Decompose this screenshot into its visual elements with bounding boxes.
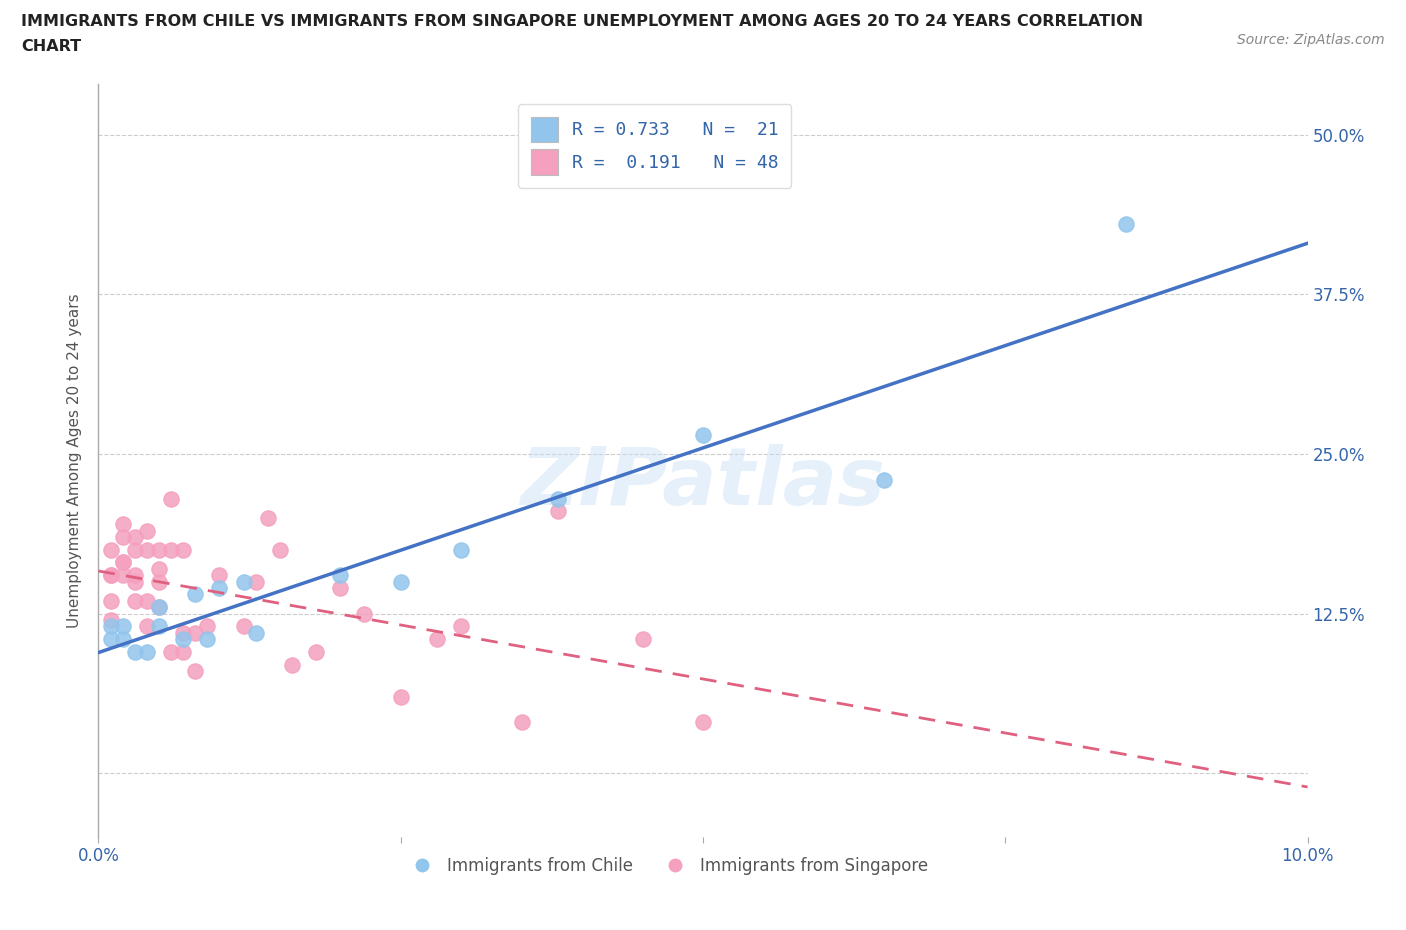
Point bbox=[208, 580, 231, 595]
Point bbox=[124, 593, 146, 608]
Point bbox=[100, 568, 122, 583]
Point bbox=[111, 618, 134, 633]
Point bbox=[510, 714, 533, 729]
Text: Source: ZipAtlas.com: Source: ZipAtlas.com bbox=[1237, 33, 1385, 46]
Point bbox=[160, 491, 183, 506]
Point bbox=[111, 631, 134, 646]
Point bbox=[256, 511, 278, 525]
Point bbox=[692, 714, 714, 729]
Point bbox=[232, 618, 254, 633]
Point bbox=[184, 625, 207, 640]
Point bbox=[281, 658, 304, 672]
Point bbox=[450, 542, 472, 557]
Point bbox=[450, 618, 472, 633]
Point bbox=[160, 644, 183, 659]
Text: CHART: CHART bbox=[21, 39, 82, 54]
Point bbox=[100, 542, 122, 557]
Point bbox=[124, 529, 146, 544]
Point bbox=[208, 568, 231, 583]
Point bbox=[631, 631, 654, 646]
Point bbox=[135, 618, 157, 633]
Point bbox=[124, 644, 146, 659]
Point bbox=[353, 606, 375, 621]
Y-axis label: Unemployment Among Ages 20 to 24 years: Unemployment Among Ages 20 to 24 years bbox=[67, 293, 83, 628]
Point bbox=[329, 568, 352, 583]
Point bbox=[547, 504, 569, 519]
Legend: Immigrants from Chile, Immigrants from Singapore: Immigrants from Chile, Immigrants from S… bbox=[399, 850, 935, 882]
Point bbox=[100, 631, 122, 646]
Point bbox=[195, 631, 218, 646]
Point bbox=[111, 529, 134, 544]
Point bbox=[232, 574, 254, 589]
Point bbox=[135, 593, 157, 608]
Text: IMMIGRANTS FROM CHILE VS IMMIGRANTS FROM SINGAPORE UNEMPLOYMENT AMONG AGES 20 TO: IMMIGRANTS FROM CHILE VS IMMIGRANTS FROM… bbox=[21, 14, 1143, 29]
Point bbox=[100, 568, 122, 583]
Point bbox=[245, 625, 267, 640]
Point bbox=[111, 555, 134, 570]
Point bbox=[124, 568, 146, 583]
Point bbox=[1115, 217, 1137, 232]
Point bbox=[389, 574, 412, 589]
Point bbox=[184, 587, 207, 602]
Point bbox=[547, 491, 569, 506]
Point bbox=[111, 555, 134, 570]
Point bbox=[426, 631, 449, 646]
Point bbox=[172, 644, 194, 659]
Point bbox=[172, 631, 194, 646]
Text: ZIPatlas: ZIPatlas bbox=[520, 444, 886, 522]
Point bbox=[269, 542, 291, 557]
Point bbox=[124, 542, 146, 557]
Point bbox=[111, 517, 134, 532]
Point bbox=[184, 664, 207, 679]
Point bbox=[100, 618, 122, 633]
Point bbox=[692, 428, 714, 443]
Point bbox=[111, 568, 134, 583]
Point bbox=[135, 524, 157, 538]
Point bbox=[148, 562, 170, 577]
Point bbox=[100, 613, 122, 628]
Point bbox=[195, 618, 218, 633]
Point bbox=[389, 689, 412, 704]
Point bbox=[148, 600, 170, 615]
Point bbox=[148, 600, 170, 615]
Point bbox=[148, 542, 170, 557]
Point bbox=[172, 542, 194, 557]
Point bbox=[160, 542, 183, 557]
Point bbox=[245, 574, 267, 589]
Point bbox=[873, 472, 896, 487]
Point bbox=[305, 644, 328, 659]
Point bbox=[148, 574, 170, 589]
Point bbox=[100, 593, 122, 608]
Point bbox=[329, 580, 352, 595]
Point bbox=[148, 618, 170, 633]
Point bbox=[135, 542, 157, 557]
Point bbox=[135, 644, 157, 659]
Point bbox=[124, 574, 146, 589]
Point bbox=[172, 625, 194, 640]
